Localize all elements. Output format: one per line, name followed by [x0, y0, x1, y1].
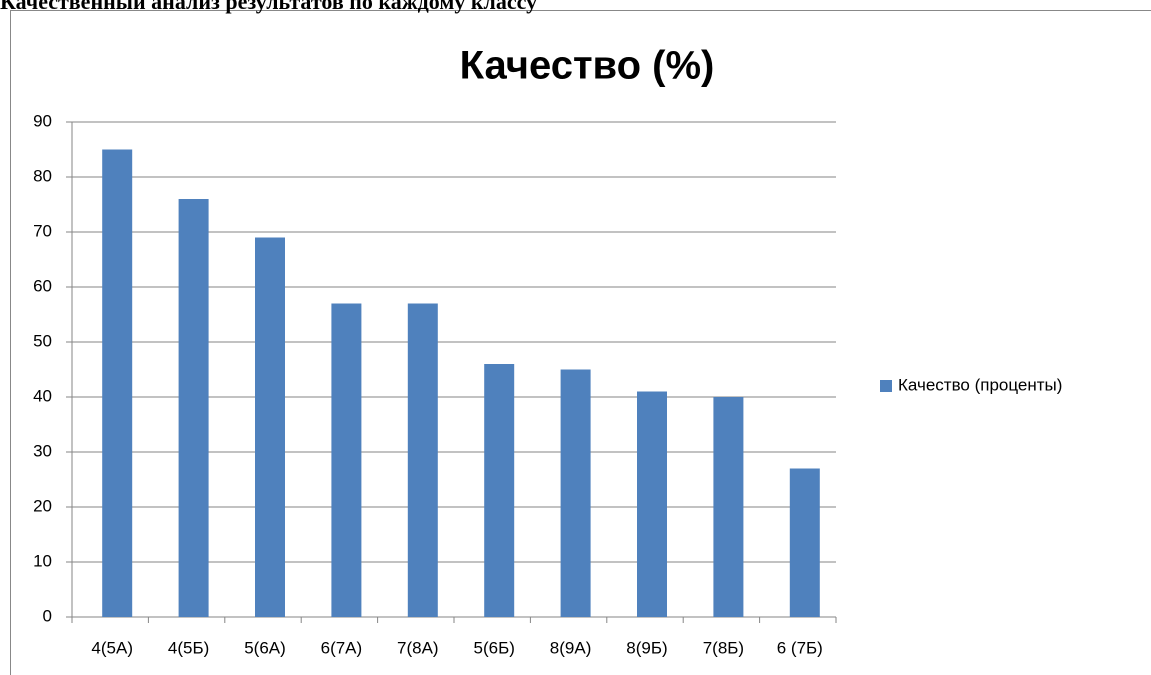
bar [255, 237, 285, 617]
chart-title: Качество (%) [460, 44, 715, 88]
legend-label: Качество (проценты) [898, 375, 1062, 394]
bar [789, 468, 820, 617]
bar [560, 369, 591, 617]
heading: Качественный анализ результатов по каждо… [0, 0, 537, 14]
x-tick-label: 5(6Б) [474, 638, 515, 657]
y-tick-label: 10 [33, 551, 52, 570]
y-tick-label: 50 [33, 331, 52, 350]
y-tick-label: 0 [43, 606, 52, 625]
bar [484, 364, 515, 617]
y-tick-label: 90 [33, 111, 52, 130]
x-tick-label: 6(7А) [321, 638, 363, 657]
y-tick-label: 40 [33, 386, 52, 405]
x-tick-label: 8(9А) [550, 638, 592, 657]
legend-swatch [880, 380, 892, 392]
x-tick-label: 4(5Б) [168, 638, 209, 657]
x-tick-label: 7(8Б) [703, 638, 744, 657]
bar [331, 303, 362, 617]
x-tick-label: 8(9Б) [626, 638, 667, 657]
bar [637, 391, 667, 617]
y-tick-label: 60 [33, 276, 52, 295]
x-tick-label: 6 (7Б) [777, 638, 823, 657]
y-tick-label: 70 [33, 221, 52, 240]
bar [407, 303, 438, 617]
x-tick-label: 4(5А) [91, 638, 133, 657]
bar [102, 149, 133, 617]
bar [178, 199, 209, 617]
y-tick-label: 80 [33, 166, 52, 185]
x-tick-label: 5(6А) [244, 638, 286, 657]
bar [713, 397, 744, 617]
y-tick-label: 20 [33, 496, 52, 515]
x-tick-label: 7(8А) [397, 638, 439, 657]
y-tick-label: 30 [33, 441, 52, 460]
